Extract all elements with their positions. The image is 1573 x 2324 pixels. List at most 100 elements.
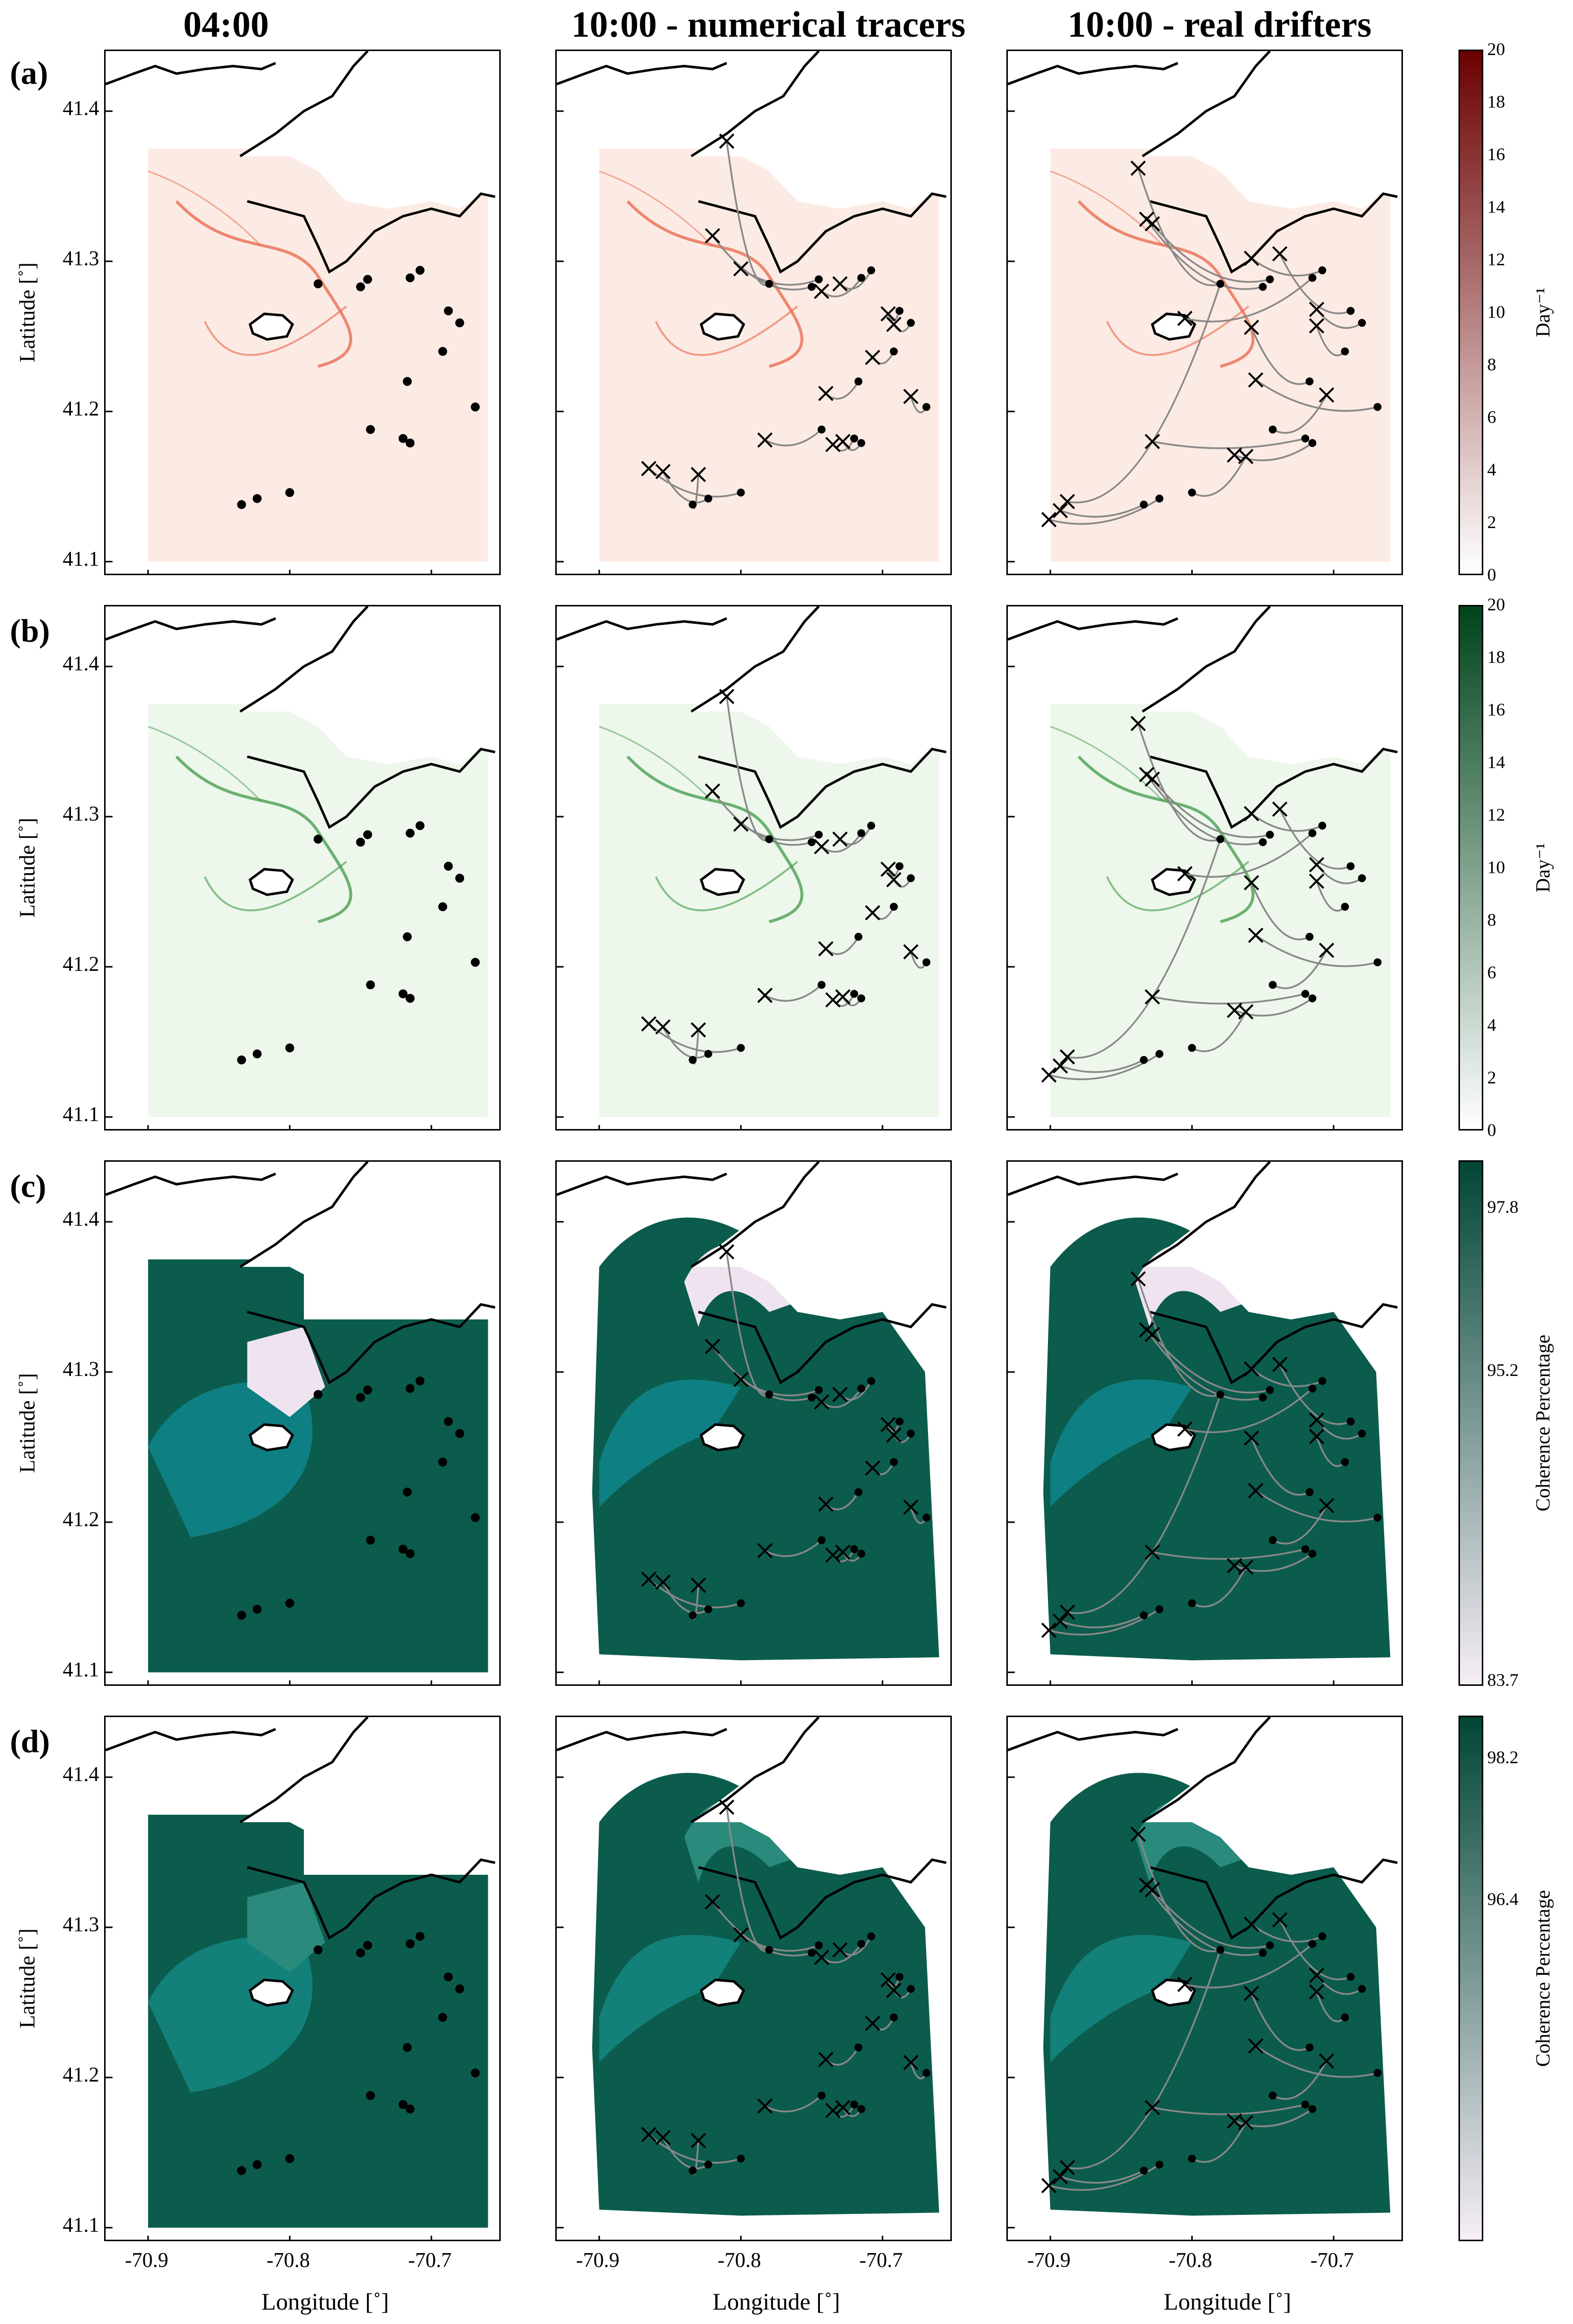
drifter-start-point [907, 1985, 915, 1993]
small-island [248, 1423, 294, 1452]
drifter-start-point [1308, 2105, 1317, 2113]
drifter-start-point [850, 1545, 858, 1553]
drifter-end-marker [1244, 1361, 1259, 1377]
drifter-end-marker [1309, 1412, 1325, 1428]
drifter-start-point [907, 874, 915, 883]
ftle-ridge [204, 861, 347, 911]
trajectory-line [1191, 2122, 1247, 2163]
trajectory-line [1279, 253, 1351, 314]
drifter-end-marker [1272, 1912, 1287, 1928]
drifter-end-marker [1145, 216, 1160, 232]
coastline [247, 1303, 496, 1384]
tracer-end-marker [655, 1574, 671, 1590]
drifter-start-point [922, 958, 931, 966]
drifter-start-point [1216, 1946, 1224, 1954]
trajectory-line [821, 277, 862, 298]
mid-coherence-region [599, 1379, 741, 1507]
tracer-end-marker [733, 1927, 749, 1943]
drifter-start-point [1269, 981, 1277, 989]
drifter-start-point [406, 2104, 415, 2114]
drifter-start-point [403, 1488, 412, 1497]
drifter-end-marker [1145, 1882, 1160, 1898]
drifter-start-point [1308, 1940, 1317, 1948]
drifter-start-point [1140, 1056, 1148, 1064]
land-area [1142, 1717, 1401, 1875]
ftle-ridge [626, 200, 804, 368]
drifter-start-point [704, 1050, 712, 1058]
drifter-start-point [815, 1386, 823, 1394]
drifter-end-marker [1244, 319, 1259, 335]
drifter-start-point [857, 994, 866, 1003]
drifter-end-marker [1052, 1613, 1068, 1629]
drifter-start-point [857, 2105, 866, 2113]
drifter-end-marker [1248, 2038, 1264, 2054]
drifter-start-point [1301, 2100, 1309, 2109]
drifter-start-point [1308, 1549, 1317, 1558]
ftle-ridge [175, 755, 352, 923]
drifter-start-point [406, 1384, 415, 1393]
panel-ftle-forward-col3 [1006, 50, 1403, 575]
drifter-start-point [1308, 439, 1317, 447]
tracer-end-marker [880, 306, 896, 322]
trajectory-line [1137, 168, 1221, 287]
drifter-start-point [415, 1376, 425, 1386]
trajectory-line [1251, 1368, 1323, 1387]
panel-coherence-a-col2 [555, 1160, 952, 1686]
y-tick-label: 41.1 [62, 547, 100, 571]
drifter-start-point [470, 402, 480, 412]
drifter-start-point [406, 1939, 415, 1949]
trajectory-line [1255, 379, 1378, 412]
drifter-start-point [366, 980, 375, 990]
drifter-start-point [1358, 1985, 1366, 1993]
drifter-start-point [854, 933, 863, 941]
colorbar-tick-label: 6 [1487, 962, 1496, 982]
trajectory-line [764, 984, 822, 1002]
trajectory-line [1067, 283, 1222, 503]
trajectory-line [1184, 277, 1313, 323]
trajectory-line [662, 1026, 709, 1059]
tracer-end-marker [832, 832, 848, 847]
y-tick-label: 41.2 [62, 2063, 100, 2086]
coherent-region [148, 1814, 488, 2228]
coastline [1142, 51, 1271, 158]
drifter-end-marker [1052, 503, 1068, 519]
colorbar-tick-label: 4 [1487, 1015, 1496, 1035]
drifter-start-point [1301, 990, 1309, 998]
colorbar-tick-label: 18 [1487, 92, 1505, 112]
tracer-end-marker [691, 1022, 706, 1038]
drifter-start-point [1346, 862, 1355, 870]
drifter-start-point [252, 1605, 262, 1614]
map-coherence-a-col1 [106, 1162, 499, 1684]
land-area [240, 1717, 499, 1875]
tracer-end-marker [641, 461, 657, 477]
drifter-start-point [1373, 1513, 1382, 1522]
x-tick-label: -70.9 [1027, 2249, 1071, 2272]
drifter-end-marker [1319, 387, 1335, 403]
colorbar-tick-label: 4 [1487, 460, 1496, 479]
tracer-end-marker [704, 228, 720, 243]
drifter-start-point [737, 488, 745, 497]
drifter-start-point [1216, 835, 1224, 843]
drifter-start-point [922, 2069, 931, 2077]
tracer-end-marker [825, 992, 841, 1008]
colorbar-tick-label: 12 [1487, 805, 1505, 825]
drifter-start-point [1346, 1972, 1355, 1981]
tracer-end-marker [814, 284, 829, 299]
trajectory-line [1250, 882, 1310, 941]
drifter-start-point [854, 377, 863, 386]
drifter-end-marker [1244, 1985, 1259, 2001]
drifter-start-point [907, 319, 915, 327]
drifter-start-point [689, 1611, 697, 1619]
ftle-ridge [655, 305, 798, 356]
tracer-end-marker [880, 1417, 896, 1432]
drifter-start-point [406, 994, 415, 1003]
drifter-end-marker [1130, 1271, 1146, 1287]
tracer-end-marker [886, 1427, 902, 1443]
colorbar-tick-label: 16 [1487, 144, 1505, 164]
drifter-start-point [867, 1932, 875, 1941]
drifter-start-point [1140, 2166, 1148, 2175]
tracer-end-marker [704, 1339, 720, 1354]
mid-coherence-region [1050, 1935, 1192, 2063]
colorbar-row4 [1458, 1716, 1483, 2241]
tracer-end-marker [818, 941, 834, 956]
